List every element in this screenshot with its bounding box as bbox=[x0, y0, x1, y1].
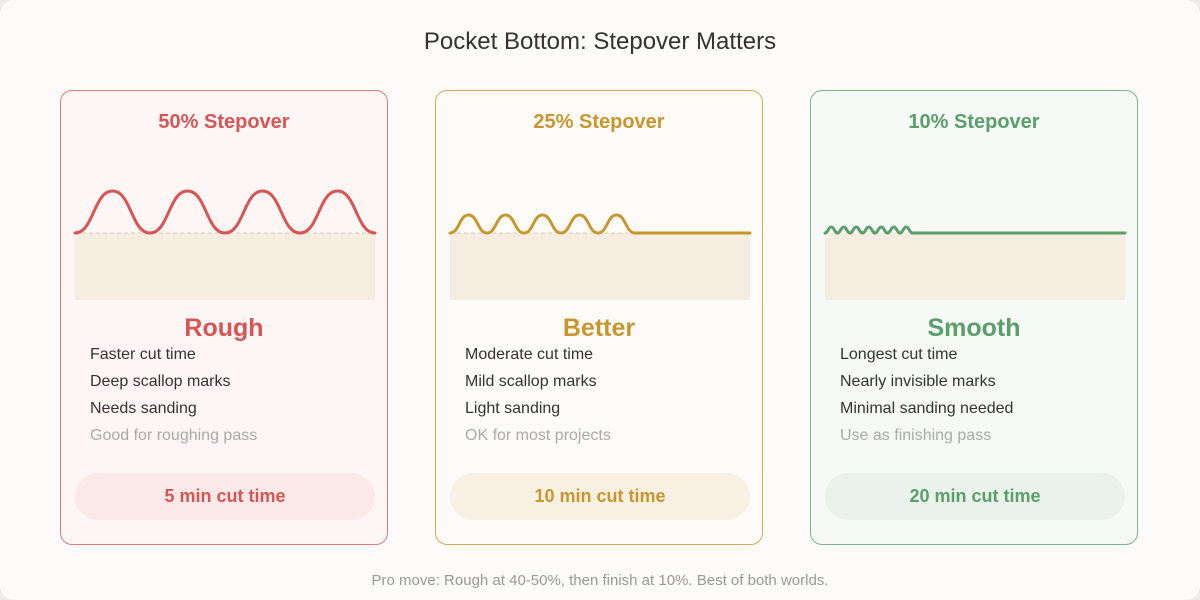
card-list: Moderate cut time Mild scallop marks Light… bbox=[465, 344, 611, 452]
card-heading: 50% Stepover bbox=[158, 111, 290, 133]
card-item: Mild scallop marks bbox=[465, 373, 597, 390]
card-verdict: Better bbox=[562, 314, 636, 342]
card-heading: 10% Stepover bbox=[908, 111, 1040, 133]
card: 10% Stepover Smooth Longest cut time Nearly… bbox=[810, 90, 1138, 545]
tool-path bbox=[823, 225, 1127, 235]
card-item: Light sanding bbox=[465, 400, 561, 417]
card-item: Longest cut time bbox=[840, 346, 958, 363]
card-list: Faster cut time Deep scallop marks Needs s… bbox=[90, 344, 257, 452]
material bbox=[75, 233, 375, 300]
material bbox=[450, 233, 750, 300]
cut-time: 10 min cut time bbox=[450, 473, 750, 520]
card-item: Nearly invisible marks bbox=[840, 373, 996, 390]
card-note: OK for most projects bbox=[465, 427, 611, 444]
card-note: Good for roughing pass bbox=[90, 427, 258, 444]
footer: Pro move: Rough at 40-50%, then finish a… bbox=[371, 572, 829, 589]
card-note: Use as finishing pass bbox=[840, 427, 992, 444]
card: 25% Stepover Better Moderate cut time Mild … bbox=[435, 90, 763, 545]
card-item: Needs sanding bbox=[90, 400, 197, 417]
scallop-diagram bbox=[73, 189, 377, 300]
title: Pocket Bottom: Stepover Matters bbox=[423, 28, 777, 55]
card: 50% Stepover Rough Faster cut time Deep sca… bbox=[60, 90, 388, 545]
card-item: Deep scallop marks bbox=[90, 373, 231, 390]
card-list: Longest cut time Nearly invisible marks Mi… bbox=[840, 344, 1013, 452]
card-verdict: Rough bbox=[184, 314, 264, 342]
card-heading: 25% Stepover bbox=[533, 111, 665, 133]
cut-time: 20 min cut time bbox=[825, 473, 1125, 520]
tool-path bbox=[73, 189, 377, 235]
scallop-diagram bbox=[448, 213, 752, 300]
tool-path bbox=[448, 213, 752, 235]
card-item: Moderate cut time bbox=[465, 346, 594, 363]
scallop-diagram bbox=[823, 225, 1127, 300]
material bbox=[825, 233, 1125, 300]
card-item: Faster cut time bbox=[90, 346, 196, 363]
card-verdict: Smooth bbox=[927, 314, 1021, 342]
card-item: Minimal sanding needed bbox=[840, 400, 1014, 417]
cut-time: 5 min cut time bbox=[75, 473, 375, 520]
